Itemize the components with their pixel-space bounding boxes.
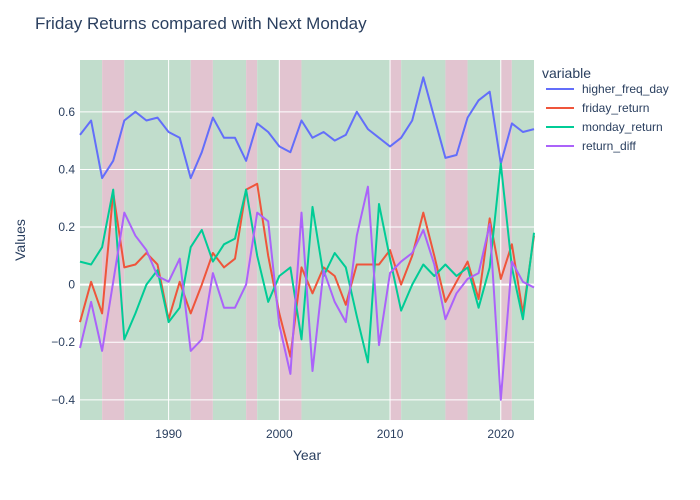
background-band-14 (511, 60, 534, 420)
legend-label-return-diff: return_diff (582, 139, 636, 153)
background-band-5 (246, 60, 258, 420)
background-band-1 (102, 60, 125, 420)
legend-item-return-diff[interactable]: return_diff (546, 139, 636, 153)
legend-item-friday-return[interactable]: friday_return (546, 101, 649, 115)
series-line-higher-freq-day (79, 76, 535, 180)
legend-item-monday-return[interactable]: monday_return (546, 120, 663, 134)
gridlines (80, 60, 534, 420)
background-band-2 (124, 60, 191, 420)
legend-label-monday-return: monday_return (582, 120, 663, 134)
y-axis-title: Values (12, 219, 28, 261)
y-tick-label-1: −0.2 (51, 335, 75, 349)
y-tick-label-5: 0.6 (58, 105, 75, 119)
background-band-6 (257, 60, 280, 420)
x-tick-label-1990: 1990 (155, 427, 182, 441)
legend-label-friday-return: friday_return (582, 101, 649, 115)
legend-item-higher-freq-day[interactable]: higher_freq_day (546, 82, 669, 96)
y-tick-label-3: 0.2 (58, 220, 75, 234)
background-band-9 (390, 60, 402, 420)
x-tick-label-2010: 2010 (377, 427, 404, 441)
x-tick-label-2000: 2000 (266, 427, 293, 441)
y-tick-label-4: 0.4 (58, 162, 75, 176)
background-band-4 (212, 60, 247, 420)
background-band-3 (190, 60, 213, 420)
legend-title: variable (542, 65, 591, 81)
legend[interactable]: variable higher_freq_day friday_returnmon… (542, 65, 669, 153)
series-lines (79, 76, 535, 401)
x-axis-title: Year (293, 447, 322, 463)
legend-label-higher-freq-day: higher_freq_day (582, 82, 669, 96)
background-bands (80, 60, 534, 420)
background-band-12 (467, 60, 501, 420)
background-band-10 (401, 60, 446, 420)
background-band-13 (500, 60, 512, 420)
x-axis-ticks: 1990 2000 2010 2020 (155, 427, 514, 441)
chart-title: Friday Returns compared with Next Monday (35, 14, 367, 33)
y-tick-label-0: −0.4 (51, 393, 75, 407)
y-axis-ticks: −0.4 −0.2 0 0.2 0.4 0.6 (51, 105, 75, 407)
background-band-11 (445, 60, 468, 420)
y-tick-label-2: 0 (68, 278, 75, 292)
background-band-0 (80, 60, 103, 420)
series-line-return-diff (79, 185, 535, 401)
background-band-8 (301, 60, 391, 420)
x-tick-label-2020: 2020 (487, 427, 514, 441)
